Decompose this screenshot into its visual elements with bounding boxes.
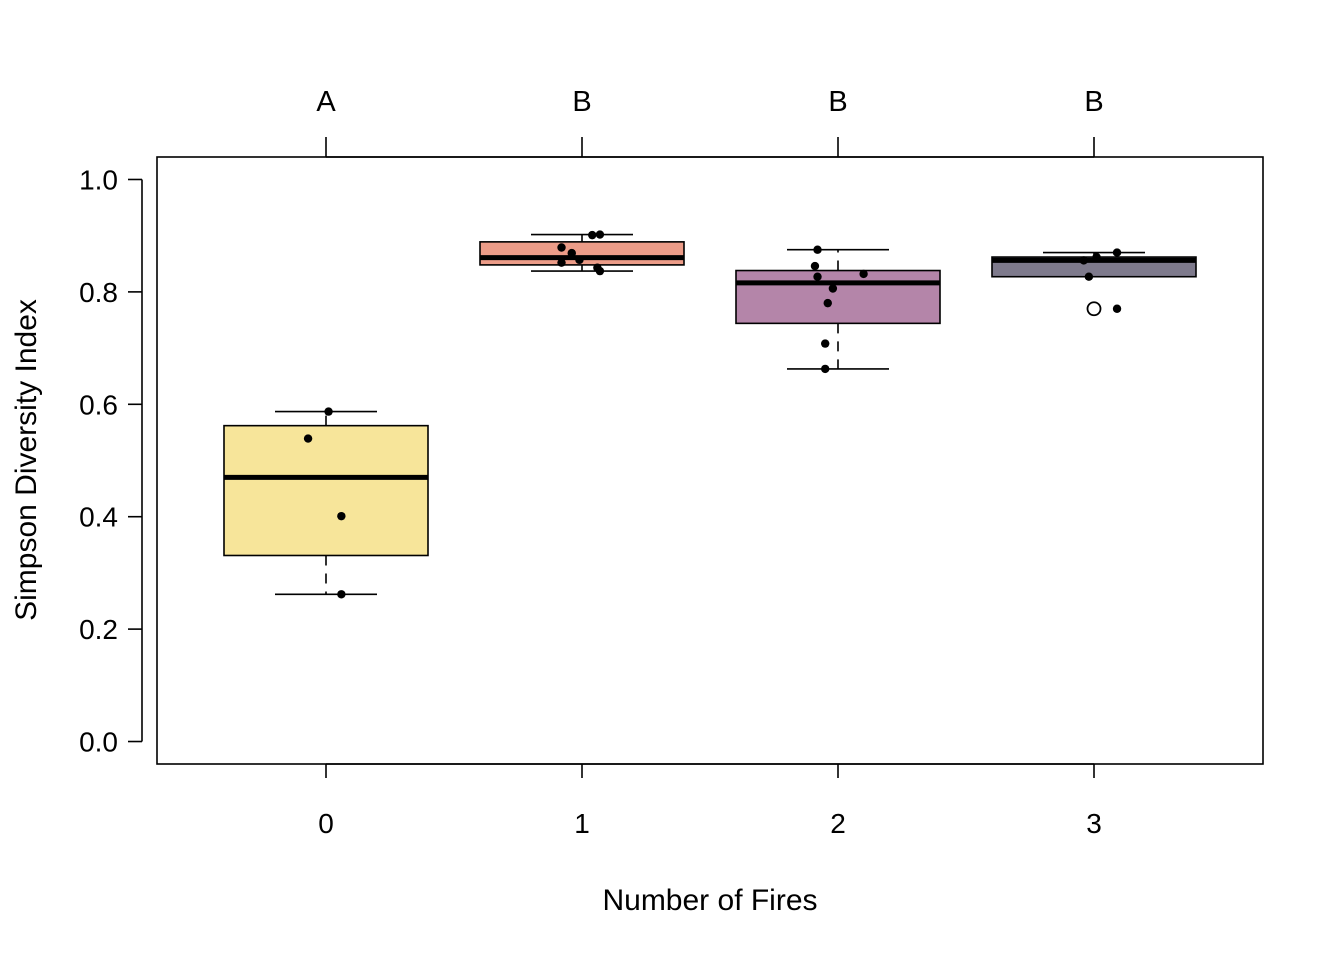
x-tick-label: 2 (830, 808, 846, 839)
data-point (821, 364, 830, 374)
data-point (337, 511, 346, 521)
y-tick-label: 0.4 (79, 502, 118, 533)
box-groups (223, 230, 1197, 599)
data-point (557, 258, 566, 267)
data-point (821, 339, 830, 348)
data-point (595, 230, 605, 239)
y-tick-label: 0.0 (79, 727, 118, 758)
data-point (1112, 248, 1122, 257)
box-iqr (223, 424, 429, 557)
data-point (859, 269, 868, 279)
group-letter-label: B (572, 86, 591, 118)
box-group-0 (223, 407, 429, 599)
group-letter-label: B (1084, 86, 1103, 118)
box-group-1 (479, 230, 685, 276)
group-letter-label: A (316, 86, 336, 118)
outlier-point (1086, 301, 1102, 317)
group-letter-label: B (828, 86, 847, 118)
data-point (823, 298, 832, 308)
data-point (828, 284, 838, 293)
x-axis: 0 1 2 3 (318, 763, 1102, 839)
y-tick-label: 0.6 (79, 389, 118, 420)
data-point (588, 230, 597, 240)
data-point (557, 243, 566, 252)
data-point (813, 272, 822, 281)
box-group-2 (735, 245, 941, 374)
y-axis: 0.0 0.2 0.4 0.6 0.8 1.0 (79, 164, 143, 758)
x-axis-title: Number of Fires (602, 884, 817, 917)
data-point (1092, 252, 1101, 262)
data-point (567, 248, 576, 258)
x-tick-label: 1 (574, 808, 590, 839)
data-point (575, 255, 584, 265)
box-iqr (735, 269, 941, 325)
data-point (324, 407, 333, 416)
data-point (303, 434, 313, 443)
x-tick-label: 3 (1086, 808, 1102, 839)
data-point (1112, 304, 1122, 313)
box-group-3 (991, 248, 1197, 317)
data-point (810, 261, 820, 271)
data-point (337, 590, 346, 599)
data-point (1084, 272, 1094, 281)
y-tick-label: 0.8 (79, 277, 118, 308)
data-point (595, 266, 605, 276)
y-axis-title: Simpson Diversity Index (10, 299, 43, 621)
data-point (813, 245, 822, 254)
y-tick-label: 0.2 (79, 614, 118, 645)
x-tick-label: 0 (318, 808, 334, 839)
y-tick-label: 1.0 (79, 164, 118, 195)
data-point (1079, 256, 1088, 265)
